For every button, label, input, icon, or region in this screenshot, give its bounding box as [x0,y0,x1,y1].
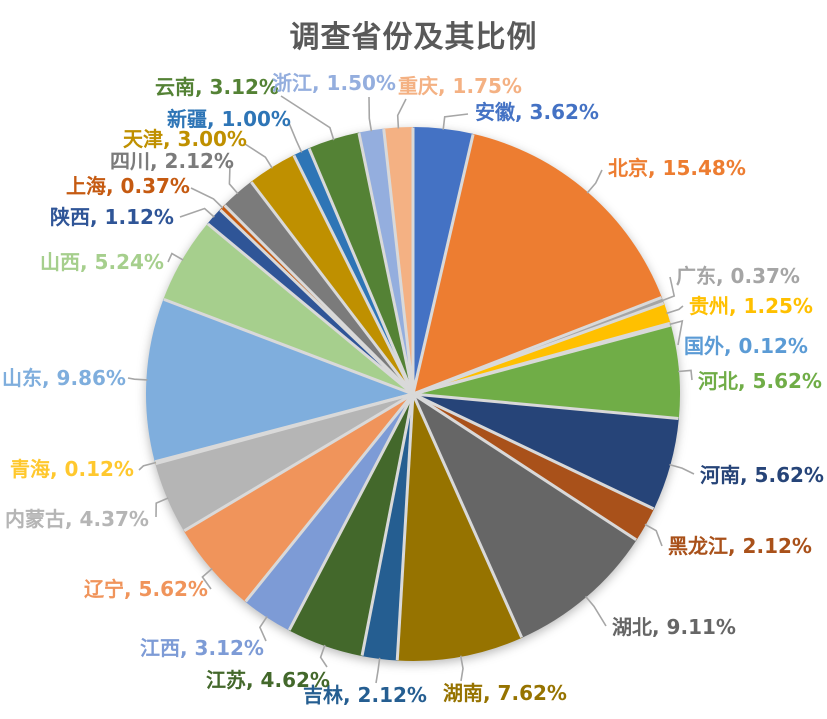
leader-line-anhui [442,113,469,130]
slice-divider [395,393,415,661]
slice-label-xinjiang: 新疆, 1.00% [167,107,291,131]
leader-line-shanghai [190,187,224,209]
slice-divider [307,147,415,395]
slice-divider [412,323,671,396]
leader-line-beijing [586,169,603,194]
slice-divider [411,393,523,638]
slice-label-hebei: 河北, 5.62% [698,369,822,393]
leader-line-shaanxi [179,207,215,218]
slice-divider [250,181,415,395]
leader-line-qinghai [138,461,157,471]
slice-label-yunnan: 云南, 3.12% [155,75,279,99]
slice-label-guangdong: 广东, 0.37% [676,264,800,288]
slice-label-shanghai: 上海, 0.37% [66,174,190,198]
pie-slice-heilongjiang[interactable] [413,394,654,540]
labels-group: 安徽, 3.62% 北京, 15.48% 广东, 0.37% 贵州, 1.25% 国外,… [2,71,824,707]
slice-divider [412,392,655,511]
leader-line-xinjiang [288,122,303,153]
slice-divider [292,154,415,395]
leader-line-chongqing [396,98,407,129]
slice-label-shaanxi: 陕西, 1.12% [50,205,174,229]
leader-line-guangdong [661,276,676,302]
leader-line-sichuan [228,164,239,195]
slice-divider [411,134,475,395]
leader-line-guowai [669,319,684,346]
chart-title: 调查省份及其比例 [289,20,538,55]
leader-line-zhejiang [368,96,373,132]
slice-label-chongqing: 重庆, 1.75% [398,74,522,98]
slice-label-zhejiang: 浙江, 1.50% [272,71,396,95]
pie-slice-hubei[interactable] [413,394,637,638]
leader-line-shandong [127,377,148,381]
leader-line-liaoning [201,567,213,590]
slice-label-neimenggu: 内蒙古, 4.37% [5,507,149,531]
slice-label-henan: 河南, 5.62% [700,463,824,487]
pie-slice-neimenggu[interactable] [155,394,413,532]
pie-slice-shandong[interactable] [145,299,414,462]
pie-slice-shaanxi[interactable] [207,209,413,394]
leader-line-jilin [375,657,381,684]
slice-label-tianjin: 天津, 3.00% [123,127,247,151]
slice-label-heilongjiang: 黑龙江, 2.12% [668,534,812,558]
pie-slice-hebei[interactable] [413,325,681,419]
leader-line-yunnan [280,95,335,141]
slice-label-jilin: 吉林, 2.12% [303,683,427,707]
leader-line-heilongjiang [644,523,663,547]
pie-slice-shanxi[interactable] [163,223,413,394]
pie-slice-hunan[interactable] [397,394,522,661]
leader-line-tianjin [244,143,273,169]
pie-slice-sichuan[interactable] [224,181,413,394]
leader-line-jiangxi [258,615,268,642]
slice-label-qinghai: 青海, 0.12% [10,457,134,481]
slice-divider [360,393,415,656]
slice-label-shandong: 山东, 9.86% [2,366,126,390]
pie-slice-beijing[interactable] [413,133,662,394]
slice-label-shanxi: 山西, 5.24% [40,250,164,274]
slice-label-hubei: 湖北, 9.11% [612,615,736,639]
slice-divider [244,393,415,603]
slice-label-guowai: 国外, 0.12% [684,334,808,358]
leader-lines-group [127,95,695,684]
slice-label-jiangsu: 江苏, 4.62% [206,668,330,692]
slice-divider [412,301,665,396]
leader-line-henan [669,463,695,475]
leader-line-hebei [678,369,693,381]
slice-divider [382,128,415,395]
slice-divider [412,392,679,420]
slice-divider [206,222,414,396]
slice-label-sichuan: 四川, 2.12% [110,149,234,173]
pie-slices-group [145,127,681,661]
leader-line-neimenggu [155,497,169,518]
slice-label-jiangxi: 江西, 3.12% [140,636,264,660]
slice-label-liaoning: 辽宁, 5.62% [84,577,208,601]
pie-slice-tianjin[interactable] [251,155,413,394]
pie-slice-liaoning[interactable] [183,394,413,602]
slice-divider [163,297,414,396]
pie-slice-yunnan[interactable] [308,132,413,395]
pie-slice-henan[interactable] [413,394,679,509]
leader-line-hubei [584,595,607,627]
slice-divider [154,392,414,464]
slice-divider [287,393,415,631]
slice-divider [412,392,637,541]
leader-line-guizhou [666,305,684,315]
slice-label-guizhou: 贵州, 1.25% [689,294,813,318]
leader-line-jiangsu [319,644,328,668]
pie-slice-jiangxi[interactable] [245,394,413,631]
slice-divider [223,204,415,396]
slice-label-beijing: 北京, 15.48% [608,156,746,180]
slice-divider [357,132,415,395]
slice-label-anhui: 安徽, 3.62% [475,100,599,124]
pie-slice-jiangsu[interactable] [289,394,413,657]
slice-label-hunan: 湖南, 7.62% [443,681,567,705]
slice-divider [183,392,414,533]
leader-line-shanxi [167,252,184,263]
leader-line-hunan [459,655,464,682]
